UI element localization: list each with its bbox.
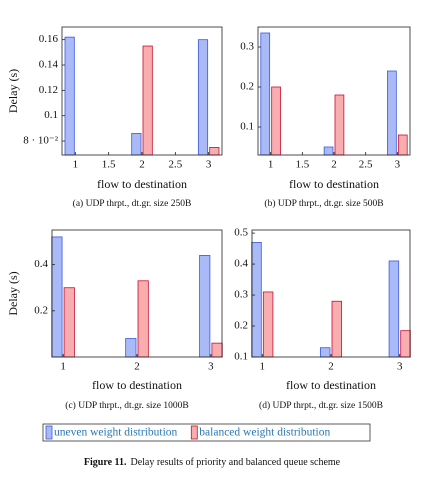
figure-caption: Figure 11. Delay results of priority and … bbox=[84, 457, 341, 468]
y-tick-label: 0.5 bbox=[234, 227, 248, 239]
subplot-caption: (a) UDP thrpt., dt.gr. size 250B bbox=[73, 198, 192, 209]
x-tick-label: 1 bbox=[73, 159, 79, 171]
y-tick-label: 0.1 bbox=[44, 109, 58, 121]
y-tick-label: 0.2 bbox=[240, 81, 254, 93]
plot-frame bbox=[251, 229, 411, 358]
y-tick-label: 0.12 bbox=[39, 84, 58, 96]
bar bbox=[251, 241, 262, 358]
y-tick-label: 0.2 bbox=[234, 320, 248, 332]
bar bbox=[64, 36, 75, 156]
bar bbox=[334, 94, 345, 156]
legend-swatch bbox=[190, 425, 198, 440]
x-tick-label: 2.5 bbox=[359, 159, 373, 171]
x-tick-label: 3 bbox=[206, 159, 212, 171]
y-tick-label: 0.16 bbox=[39, 33, 59, 45]
bar bbox=[331, 300, 343, 358]
bar bbox=[197, 39, 209, 156]
x-tick-label: 2.5 bbox=[168, 159, 182, 171]
x-tick-label: 1 bbox=[268, 159, 274, 171]
subplot-caption: (c) UDP thrpt., dt.gr. size 1000B bbox=[65, 400, 188, 411]
bar bbox=[260, 32, 271, 156]
bar bbox=[51, 236, 63, 358]
y-tick-label: 0.3 bbox=[234, 289, 248, 301]
x-tick-label: 1.5 bbox=[102, 159, 116, 171]
x-axis-label: flow to destination bbox=[289, 177, 379, 191]
x-tick-label: 2 bbox=[328, 361, 334, 373]
bar bbox=[209, 146, 220, 156]
caption-label: Figure 11. bbox=[84, 457, 127, 468]
bar bbox=[319, 347, 331, 358]
bar bbox=[323, 146, 334, 156]
x-tick-label: 2 bbox=[139, 159, 145, 171]
x-tick-label: 2 bbox=[134, 361, 140, 373]
y-tick-label: 0.1 bbox=[240, 121, 254, 133]
bar bbox=[137, 280, 149, 358]
y-axis-label: Delay (s) bbox=[6, 69, 20, 113]
x-tick-label: 1 bbox=[260, 361, 266, 373]
bar bbox=[262, 291, 274, 358]
x-tick-label: 3 bbox=[208, 361, 214, 373]
y-tick-label: 0.3 bbox=[240, 41, 254, 53]
caption-text: Delay results of priority and balanced q… bbox=[130, 457, 340, 468]
x-axis-label: flow to destination bbox=[286, 378, 376, 392]
bar bbox=[142, 45, 153, 156]
legend-swatch bbox=[45, 425, 53, 440]
x-tick-label: 1.5 bbox=[295, 159, 309, 171]
y-tick-label: 0.4 bbox=[234, 258, 248, 270]
bar bbox=[271, 86, 281, 156]
x-axis-label: flow to destination bbox=[97, 177, 187, 191]
y-tick-label: 0.14 bbox=[39, 59, 59, 71]
x-tick-label: 3 bbox=[397, 361, 403, 373]
y-tick-label: 0.4 bbox=[34, 258, 48, 270]
bar bbox=[397, 134, 408, 156]
y-tick-label: 0.2 bbox=[34, 304, 48, 316]
y-tick-label: 0.1 bbox=[234, 351, 248, 363]
x-axis-label: flow to destination bbox=[92, 378, 182, 392]
legend-box bbox=[42, 423, 371, 442]
plot-frame bbox=[51, 229, 223, 358]
bar bbox=[388, 260, 400, 358]
bar bbox=[387, 70, 397, 156]
bar bbox=[131, 133, 142, 156]
bar bbox=[400, 330, 411, 358]
bar bbox=[199, 254, 211, 358]
bar bbox=[125, 338, 137, 358]
x-tick-label: 1 bbox=[60, 361, 66, 373]
y-tick-label: 8 · 10⁻² bbox=[23, 135, 58, 147]
legend-label: balanced weight distribution bbox=[199, 427, 330, 439]
bar bbox=[63, 287, 75, 358]
x-tick-label: 2 bbox=[331, 159, 337, 171]
subplot-caption: (b) UDP thrpt., dt.gr. size 500B bbox=[264, 198, 383, 209]
bar bbox=[211, 342, 223, 358]
x-tick-label: 3 bbox=[395, 159, 401, 171]
subplot-caption: (d) UDP thrpt., dt.gr. size 1500B bbox=[259, 400, 383, 411]
y-axis-label: Delay (s) bbox=[6, 271, 20, 315]
legend-label: uneven weight distribution bbox=[54, 427, 178, 439]
